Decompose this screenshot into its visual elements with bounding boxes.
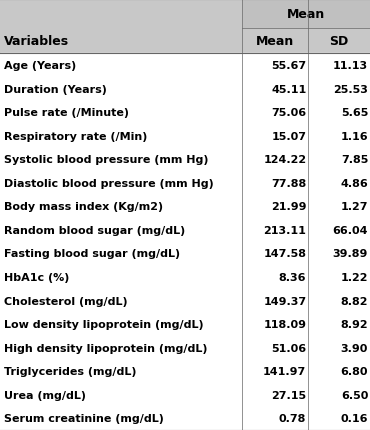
Text: 141.97: 141.97 <box>263 366 306 376</box>
Bar <box>0 101 370 125</box>
Text: 8.92: 8.92 <box>340 319 368 329</box>
Bar <box>0 336 370 359</box>
Text: 45.11: 45.11 <box>271 84 306 95</box>
Text: 0.78: 0.78 <box>279 413 306 423</box>
Text: 6.50: 6.50 <box>341 390 368 400</box>
Text: 124.22: 124.22 <box>263 155 306 165</box>
Bar <box>0 406 370 430</box>
Text: HbA1c (%): HbA1c (%) <box>4 272 69 283</box>
Text: 21.99: 21.99 <box>271 202 306 212</box>
Text: SD: SD <box>329 35 349 48</box>
Text: 1.27: 1.27 <box>341 202 368 212</box>
Bar <box>0 359 370 383</box>
Bar <box>242 0 370 29</box>
Text: 11.13: 11.13 <box>333 61 368 71</box>
Text: Triglycerides (mg/dL): Triglycerides (mg/dL) <box>4 366 136 376</box>
Text: Fasting blood sugar (mg/dL): Fasting blood sugar (mg/dL) <box>4 249 180 259</box>
Bar <box>0 148 370 172</box>
Text: Variables: Variables <box>4 35 69 48</box>
Text: 51.06: 51.06 <box>271 343 306 353</box>
Text: Mean: Mean <box>256 35 295 48</box>
Text: Random blood sugar (mg/dL): Random blood sugar (mg/dL) <box>4 225 185 235</box>
Bar <box>0 218 370 242</box>
Text: Urea (mg/dL): Urea (mg/dL) <box>4 390 86 400</box>
Text: 213.11: 213.11 <box>263 225 306 235</box>
Text: Cholesterol (mg/dL): Cholesterol (mg/dL) <box>4 296 127 306</box>
Text: 39.89: 39.89 <box>333 249 368 259</box>
Text: 55.67: 55.67 <box>271 61 306 71</box>
Bar <box>0 54 370 78</box>
Text: 66.04: 66.04 <box>333 225 368 235</box>
Text: 15.07: 15.07 <box>271 132 306 141</box>
Text: 77.88: 77.88 <box>271 178 306 188</box>
Text: 8.82: 8.82 <box>341 296 368 306</box>
Text: 4.86: 4.86 <box>340 178 368 188</box>
Text: 8.36: 8.36 <box>279 272 306 283</box>
Bar <box>0 266 370 289</box>
Bar <box>0 125 370 148</box>
Bar <box>0 313 370 336</box>
Text: 3.90: 3.90 <box>341 343 368 353</box>
Text: Body mass index (Kg/m2): Body mass index (Kg/m2) <box>4 202 163 212</box>
Bar <box>0 242 370 266</box>
Text: 149.37: 149.37 <box>263 296 306 306</box>
Text: Serum creatinine (mg/dL): Serum creatinine (mg/dL) <box>4 413 164 423</box>
Bar <box>242 29 370 54</box>
Text: Diastolic blood pressure (mm Hg): Diastolic blood pressure (mm Hg) <box>4 178 213 188</box>
Text: 75.06: 75.06 <box>271 108 306 118</box>
Text: Systolic blood pressure (mm Hg): Systolic blood pressure (mm Hg) <box>4 155 208 165</box>
Text: 27.15: 27.15 <box>271 390 306 400</box>
Text: 25.53: 25.53 <box>333 84 368 95</box>
Bar <box>0 289 370 313</box>
Bar <box>0 78 370 101</box>
Text: Duration (Years): Duration (Years) <box>4 84 107 95</box>
Text: 118.09: 118.09 <box>263 319 306 329</box>
Text: 5.65: 5.65 <box>341 108 368 118</box>
Text: 6.80: 6.80 <box>341 366 368 376</box>
Text: 1.22: 1.22 <box>341 272 368 283</box>
Bar <box>0 383 370 406</box>
Bar <box>0 0 242 54</box>
Text: Mean: Mean <box>287 8 325 21</box>
Text: 0.16: 0.16 <box>341 413 368 423</box>
Text: Age (Years): Age (Years) <box>4 61 76 71</box>
Bar <box>0 172 370 195</box>
Text: Low density lipoprotein (mg/dL): Low density lipoprotein (mg/dL) <box>4 319 204 329</box>
Bar <box>0 195 370 218</box>
Text: 7.85: 7.85 <box>341 155 368 165</box>
Text: Pulse rate (/Minute): Pulse rate (/Minute) <box>4 108 129 118</box>
Text: 1.16: 1.16 <box>340 132 368 141</box>
Text: High density lipoprotein (mg/dL): High density lipoprotein (mg/dL) <box>4 343 207 353</box>
Text: 147.58: 147.58 <box>263 249 306 259</box>
Text: Respiratory rate (/Min): Respiratory rate (/Min) <box>4 132 147 141</box>
